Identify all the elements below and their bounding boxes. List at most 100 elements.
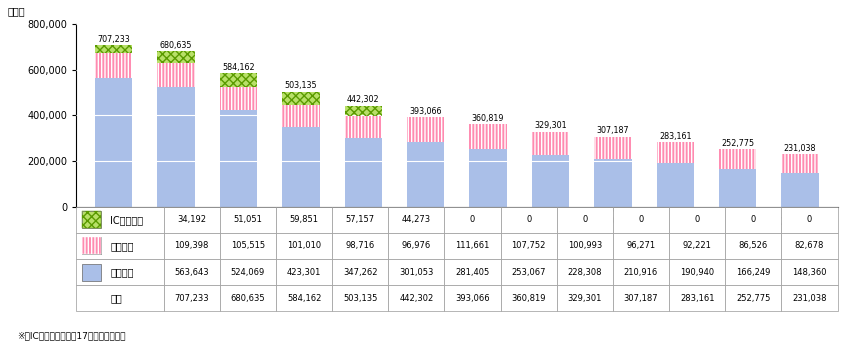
FancyBboxPatch shape (444, 233, 501, 259)
Text: 707,233: 707,233 (174, 294, 209, 303)
Bar (282, 128, 320, 207)
FancyBboxPatch shape (276, 207, 332, 233)
FancyBboxPatch shape (332, 233, 388, 259)
Text: 423,301: 423,301 (287, 267, 321, 277)
Text: 107,752: 107,752 (512, 241, 546, 250)
Text: 563,643: 563,643 (174, 267, 209, 277)
Text: 57,157: 57,157 (346, 215, 375, 224)
FancyBboxPatch shape (725, 259, 782, 285)
Bar (407, 117, 444, 143)
Bar (470, 124, 507, 149)
Bar (719, 169, 756, 207)
Text: 111,661: 111,661 (455, 241, 490, 250)
FancyBboxPatch shape (163, 233, 220, 259)
Bar (532, 155, 569, 207)
Bar (220, 110, 257, 207)
Bar (656, 142, 694, 163)
FancyBboxPatch shape (725, 285, 782, 311)
Text: 109,398: 109,398 (174, 241, 209, 250)
FancyBboxPatch shape (163, 207, 220, 233)
Bar (594, 136, 632, 159)
Text: 442,302: 442,302 (347, 95, 380, 104)
Text: 442,302: 442,302 (399, 294, 433, 303)
FancyBboxPatch shape (82, 237, 102, 254)
Text: 98,716: 98,716 (346, 241, 375, 250)
Bar (656, 163, 694, 207)
FancyBboxPatch shape (444, 207, 501, 233)
Bar (656, 142, 694, 163)
FancyBboxPatch shape (76, 233, 163, 259)
Text: ICカード型: ICカード型 (110, 215, 144, 225)
Text: 0: 0 (695, 215, 700, 224)
Text: 503,135: 503,135 (284, 81, 317, 90)
Text: 307,187: 307,187 (624, 294, 658, 303)
FancyBboxPatch shape (782, 259, 838, 285)
Text: 0: 0 (526, 215, 531, 224)
FancyBboxPatch shape (332, 259, 388, 285)
Text: 283,161: 283,161 (680, 294, 714, 303)
Text: 210,916: 210,916 (624, 267, 658, 277)
FancyBboxPatch shape (82, 237, 102, 254)
Text: 231,038: 231,038 (792, 294, 827, 303)
FancyBboxPatch shape (388, 233, 444, 259)
FancyBboxPatch shape (82, 264, 102, 280)
Text: 190,940: 190,940 (680, 267, 714, 277)
Bar (95, 53, 132, 78)
Bar (532, 132, 569, 155)
FancyBboxPatch shape (444, 285, 501, 311)
Text: （台）: （台） (8, 6, 25, 17)
Text: 86,526: 86,526 (739, 241, 768, 250)
Text: 96,976: 96,976 (402, 241, 431, 250)
Text: ※　ICカード型は平成17年度末で終了。: ※ ICカード型は平成17年度末で終了。 (17, 331, 125, 340)
Bar (719, 149, 756, 169)
Bar (594, 159, 632, 207)
FancyBboxPatch shape (501, 233, 557, 259)
Text: 96,271: 96,271 (626, 241, 656, 250)
Bar (157, 87, 195, 207)
FancyBboxPatch shape (725, 207, 782, 233)
FancyBboxPatch shape (557, 285, 613, 311)
Bar (282, 92, 320, 105)
FancyBboxPatch shape (782, 233, 838, 259)
Text: 合計: 合計 (110, 293, 122, 303)
FancyBboxPatch shape (501, 259, 557, 285)
Bar (344, 106, 382, 116)
Text: 0: 0 (470, 215, 475, 224)
Text: 228,308: 228,308 (568, 267, 602, 277)
Text: 101,010: 101,010 (287, 241, 321, 250)
Text: 329,301: 329,301 (534, 121, 567, 130)
FancyBboxPatch shape (220, 285, 276, 311)
Bar (782, 154, 819, 173)
Text: 680,635: 680,635 (160, 41, 192, 50)
FancyBboxPatch shape (669, 259, 725, 285)
FancyBboxPatch shape (669, 233, 725, 259)
Text: 0: 0 (582, 215, 587, 224)
Text: 0: 0 (807, 215, 812, 224)
Bar (95, 45, 132, 53)
FancyBboxPatch shape (332, 207, 388, 233)
FancyBboxPatch shape (220, 233, 276, 259)
FancyBboxPatch shape (613, 259, 669, 285)
Bar (782, 154, 819, 173)
Text: 92,221: 92,221 (683, 241, 711, 250)
Text: 281,405: 281,405 (455, 267, 490, 277)
Text: 680,635: 680,635 (231, 294, 266, 303)
FancyBboxPatch shape (557, 207, 613, 233)
Bar (344, 116, 382, 138)
Text: 347,262: 347,262 (343, 267, 377, 277)
Text: 231,038: 231,038 (784, 144, 816, 153)
FancyBboxPatch shape (613, 233, 669, 259)
Text: 148,360: 148,360 (792, 267, 827, 277)
Bar (220, 73, 257, 87)
Text: 584,162: 584,162 (222, 63, 255, 72)
Text: 283,161: 283,161 (659, 132, 691, 141)
Text: 100,993: 100,993 (568, 241, 602, 250)
Bar (282, 105, 320, 128)
Text: 105,515: 105,515 (231, 241, 265, 250)
FancyBboxPatch shape (220, 207, 276, 233)
Text: 0: 0 (750, 215, 756, 224)
FancyBboxPatch shape (76, 259, 163, 285)
Bar (282, 105, 320, 128)
FancyBboxPatch shape (163, 259, 220, 285)
Bar (344, 106, 382, 116)
